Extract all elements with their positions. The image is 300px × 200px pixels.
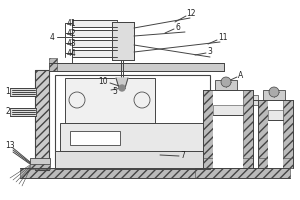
Text: 5: 5: [112, 88, 117, 97]
Bar: [268, 100, 283, 168]
Bar: [203, 90, 213, 168]
Bar: [243, 90, 253, 168]
Bar: [30, 158, 50, 164]
Bar: [30, 164, 50, 169]
Bar: [258, 158, 293, 168]
Bar: [203, 158, 253, 168]
Bar: [72, 40, 117, 47]
Bar: [72, 30, 117, 37]
Bar: [10, 108, 36, 116]
Bar: [60, 123, 205, 151]
Bar: [72, 50, 117, 57]
Bar: [65, 78, 155, 123]
Bar: [268, 110, 283, 120]
Polygon shape: [116, 78, 128, 88]
Bar: [283, 100, 293, 168]
Bar: [112, 22, 134, 60]
Bar: [258, 100, 268, 168]
Text: 11: 11: [218, 33, 227, 43]
Bar: [215, 80, 237, 90]
Text: 2: 2: [5, 108, 10, 116]
Text: 41: 41: [67, 19, 76, 27]
Bar: [263, 90, 285, 100]
Bar: [55, 75, 210, 165]
Text: 42: 42: [67, 28, 76, 38]
Bar: [35, 70, 49, 170]
Bar: [49, 63, 224, 71]
Circle shape: [221, 77, 231, 87]
Bar: [35, 70, 49, 170]
Circle shape: [119, 85, 125, 91]
Bar: [213, 105, 243, 115]
Bar: [70, 131, 120, 145]
Bar: [72, 20, 117, 27]
Bar: [253, 95, 258, 105]
Bar: [195, 168, 290, 178]
Circle shape: [269, 87, 279, 97]
Bar: [55, 151, 210, 169]
Text: A: A: [238, 71, 243, 79]
Text: 13: 13: [5, 140, 15, 150]
Bar: [49, 58, 57, 71]
Text: 43: 43: [67, 38, 77, 47]
Text: 12: 12: [186, 8, 196, 18]
Text: 10: 10: [98, 77, 108, 86]
Text: 6: 6: [175, 22, 180, 31]
Text: 1: 1: [5, 88, 10, 97]
Bar: [10, 88, 36, 96]
Text: 7: 7: [180, 150, 185, 160]
Bar: [20, 168, 235, 178]
Text: 4: 4: [50, 32, 55, 42]
Text: 3: 3: [207, 47, 212, 56]
Text: 44: 44: [67, 48, 77, 58]
Bar: [213, 90, 243, 168]
